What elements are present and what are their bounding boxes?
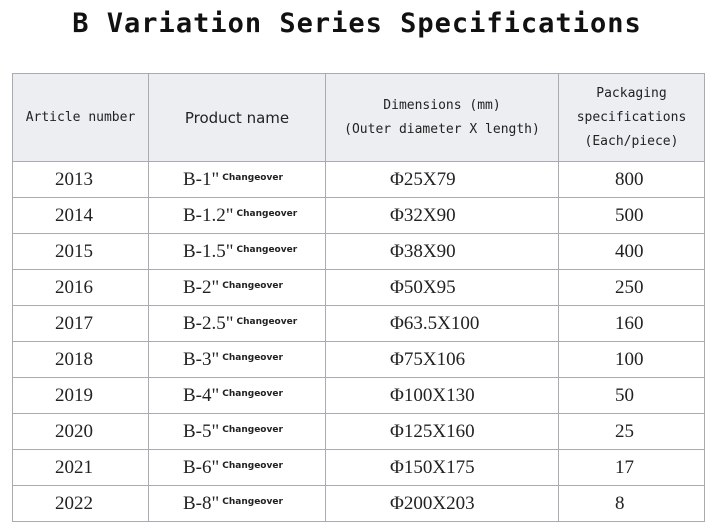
packaging: 500	[558, 197, 705, 234]
spec-table: Article number Product name Dimensions (mm…	[12, 73, 705, 522]
article-number: 2014	[12, 197, 149, 234]
dimensions: Φ75X106	[325, 341, 559, 378]
header-text: Dimensions (mm)	[383, 97, 501, 113]
product-name: B-2.5" Changeover	[148, 305, 326, 342]
table-row: 2013 B-1" Changeover Φ25X79 800	[12, 161, 705, 198]
table-row: 2016 B-2" Changeover Φ50X95 250	[12, 269, 705, 306]
article-number: 2016	[12, 269, 149, 306]
header-text: Packaging	[596, 85, 667, 101]
packaging: 160	[558, 305, 705, 342]
table-row: 2014 B-1.2" Changeover Φ32X90 500	[12, 197, 705, 234]
dimensions: Φ25X79	[325, 161, 559, 198]
dimensions: Φ100X130	[325, 377, 559, 414]
table-row: 2019 B-4" Changeover Φ100X130 50	[12, 377, 705, 414]
product-suffix: Changeover	[222, 424, 283, 435]
header-text: Article number	[25, 109, 136, 125]
packaging: 800	[558, 161, 705, 198]
table-row: 2018 B-3" Changeover Φ75X106 100	[12, 341, 705, 378]
header-text: (Each/piece)	[584, 133, 679, 149]
product-name: B-1.5" Changeover	[148, 233, 326, 270]
table-row: 2020 B-5" Changeover Φ125X160 25	[12, 413, 705, 450]
title: B Variation Series Specifications	[72, 8, 642, 39]
product-name: B-4" Changeover	[148, 377, 326, 414]
table-row: 2015 B-1.5" Changeover Φ38X90 400	[12, 233, 705, 270]
dimensions: Φ150X175	[325, 449, 559, 486]
article-number: 2017	[12, 305, 149, 342]
product-suffix: Changeover	[222, 496, 283, 507]
header-cell: Article number	[12, 73, 149, 162]
product-suffix: Changeover	[236, 244, 298, 255]
product-name: B-2" Changeover	[148, 269, 326, 306]
dimensions: Φ38X90	[325, 233, 559, 270]
product-code: B-1.2"	[183, 204, 234, 226]
packaging: 8	[558, 485, 705, 522]
product-code: B-1"	[183, 168, 220, 190]
packaging: 25	[558, 413, 705, 450]
product-code: B-1.5"	[183, 240, 234, 262]
product-suffix: Changeover	[222, 460, 283, 471]
packaging: 400	[558, 233, 705, 270]
product-name: B-3" Changeover	[148, 341, 326, 378]
table-row: 2021 B-6" Changeover Φ150X175 17	[12, 449, 705, 486]
article-number: 2015	[12, 233, 149, 270]
dimensions: Φ50X95	[325, 269, 559, 306]
packaging: 50	[558, 377, 705, 414]
header-row: Article number Product name Dimensions (mm…	[12, 73, 705, 162]
product-name: B-5" Changeover	[148, 413, 326, 450]
header-text: specifications	[576, 109, 687, 125]
header-cell: Product name	[148, 73, 326, 162]
product-name: B-8" Changeover	[148, 485, 326, 522]
product-code: B-3"	[183, 348, 220, 370]
product-name: B-1" Changeover	[148, 161, 326, 198]
article-number: 2020	[12, 413, 149, 450]
product-suffix: Changeover	[236, 208, 298, 219]
article-number: 2013	[12, 161, 149, 198]
product-name: B-6" Changeover	[148, 449, 326, 486]
product-code: B-2.5"	[183, 312, 234, 334]
table-row: 2017 B-2.5" Changeover Φ63.5X100 160	[12, 305, 705, 342]
dimensions: Φ125X160	[325, 413, 559, 450]
article-number: 2019	[12, 377, 149, 414]
header-text: Product name	[184, 108, 290, 127]
table-row: 2022 B-8" Changeover Φ200X203 8	[12, 485, 705, 522]
product-suffix: Changeover	[222, 280, 283, 291]
table-body: 2013 B-1" Changeover Φ25X79 800 2014 B-1.2" Cha…	[12, 161, 705, 522]
article-number: 2021	[12, 449, 149, 486]
product-suffix: Changeover	[236, 316, 298, 327]
header-cell: Dimensions (mm) (Outer diameter X length)	[325, 73, 559, 162]
product-code: B-5"	[183, 420, 220, 442]
packaging: 250	[558, 269, 705, 306]
product-code: B-2"	[183, 276, 220, 298]
product-code: B-6"	[183, 456, 220, 478]
product-suffix: Changeover	[222, 352, 283, 363]
dimensions: Φ63.5X100	[325, 305, 559, 342]
product-suffix: Changeover	[222, 388, 283, 399]
packaging: 17	[558, 449, 705, 486]
product-code: B-8"	[183, 492, 220, 514]
header-text: (Outer diameter X length)	[344, 121, 540, 137]
dimensions: Φ32X90	[325, 197, 559, 234]
packaging: 100	[558, 341, 705, 378]
article-number: 2022	[12, 485, 149, 522]
product-code: B-4"	[183, 384, 220, 406]
article-number: 2018	[12, 341, 149, 378]
dimensions: Φ200X203	[325, 485, 559, 522]
product-name: B-1.2" Changeover	[148, 197, 326, 234]
product-suffix: Changeover	[222, 172, 283, 183]
header-cell: Packaging specifications (Each/piece)	[558, 73, 705, 162]
